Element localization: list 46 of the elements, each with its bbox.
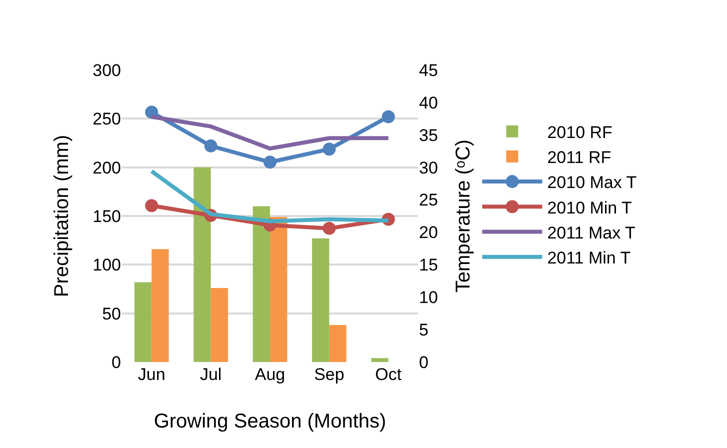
- y2-tick-label: 30: [419, 158, 438, 178]
- bar: [371, 358, 388, 362]
- y-tick-label: 100: [92, 256, 121, 275]
- y-tick-label: 200: [92, 158, 121, 178]
- point: [204, 139, 218, 152]
- point: [382, 110, 395, 124]
- y-tick-label: 0: [112, 352, 121, 372]
- point: [145, 199, 158, 212]
- y-tick-label: 50: [102, 304, 121, 324]
- y-tick-label: 250: [92, 110, 121, 129]
- y2-tick-label: 20: [419, 223, 438, 242]
- legend-label: 2010 RF: [547, 122, 612, 142]
- legend-label: 2011 Min T: [547, 248, 631, 268]
- x-axis-title: Growing Season (Months): [154, 410, 386, 432]
- legend-label: 2010 Min T: [547, 198, 632, 218]
- y2-tick-label: 45: [419, 60, 438, 80]
- bar: [270, 216, 288, 362]
- y2-tick-label: 0: [419, 352, 428, 372]
- bar: [210, 288, 228, 362]
- legend-label: 2010 Max T: [547, 173, 637, 192]
- y-axis-title: Precipitation (mm): [51, 134, 74, 298]
- y2-tick-label: 15: [419, 256, 438, 275]
- bar: [152, 249, 169, 362]
- y2-tick-label: 25: [419, 190, 438, 210]
- y2-tick-label: 40: [419, 93, 438, 112]
- legend-label: 2011 RF: [547, 148, 612, 168]
- legend-label: 2011 Max T: [547, 223, 636, 242]
- y2-axis-title: Temperature (ᵒC): [452, 139, 474, 293]
- x-tick-label: Sep: [314, 365, 344, 384]
- y2-tick-label: 35: [419, 126, 438, 145]
- x-tick-label: Jul: [200, 365, 222, 384]
- bar: [252, 206, 270, 362]
- x-tick-label: Jun: [138, 365, 166, 384]
- y-tick-label: 300: [92, 60, 121, 80]
- bar: [194, 167, 211, 362]
- bar: [329, 325, 346, 362]
- y-tick-label: 150: [92, 206, 121, 226]
- y2-tick-label: 10: [419, 288, 438, 308]
- y2-tick-label: 5: [419, 320, 428, 340]
- x-tick-label: Oct: [375, 365, 402, 384]
- x-tick-label: Aug: [254, 365, 286, 384]
- point: [322, 142, 336, 156]
- bar: [312, 238, 330, 362]
- point: [264, 156, 276, 169]
- bar: [134, 282, 152, 362]
- point: [322, 222, 336, 235]
